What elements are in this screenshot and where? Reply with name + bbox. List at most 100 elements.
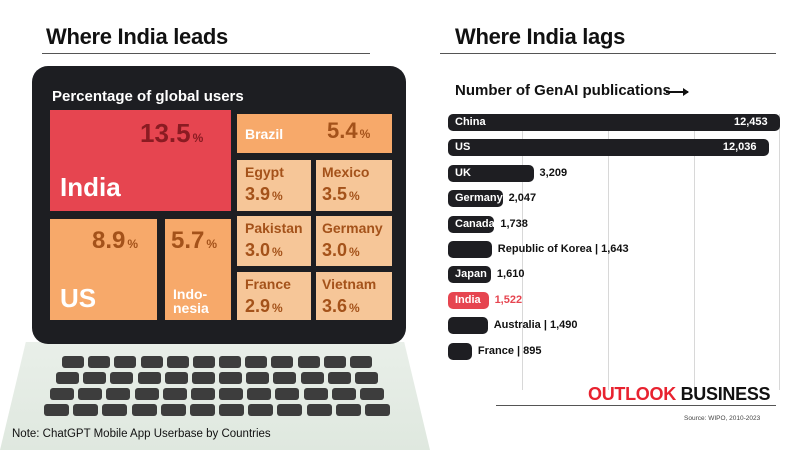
tile-label: Pakistan [245, 220, 303, 236]
bar-category-label: US [455, 141, 471, 154]
bar-value-label: 12,453 [734, 116, 768, 128]
keyboard-key [349, 356, 372, 368]
keyboard-key [297, 356, 320, 368]
keyboard-key [303, 388, 328, 400]
keyboard-key [219, 404, 245, 416]
keyboard-key [335, 404, 361, 416]
keyboard-key [160, 404, 186, 416]
treemap-tile-germany: 3.0% Germany [316, 216, 392, 266]
tile-value: 3.6% [322, 296, 360, 316]
keyboard-key [131, 404, 157, 416]
keyboard-key [166, 356, 189, 368]
bar-category-label: India [455, 293, 481, 306]
tile-label: Indo-nesia [173, 286, 209, 316]
treemap-tile-india: 13.5% India [50, 110, 231, 211]
tile-label: Egypt [245, 164, 284, 180]
keyboard-key [110, 372, 134, 384]
keyboard-key [275, 388, 300, 400]
treemap-tile-indo-nesia: 5.7% Indo-nesia [165, 219, 231, 320]
bar [448, 114, 780, 131]
keyboard-key [83, 372, 107, 384]
footnote: Note: ChatGPT Mobile App Userbase by Cou… [12, 428, 271, 440]
right-heading-rule [440, 53, 776, 54]
treemap-tile-brazil: 5.4% Brazil [237, 114, 392, 153]
gridline [608, 114, 609, 390]
bar-value-label: 1,738 [500, 217, 528, 230]
bar-value-label: 12,036 [722, 141, 757, 154]
bar-value-label: 3,209 [539, 166, 568, 179]
bar [448, 241, 492, 258]
keyboard-key [192, 356, 215, 368]
gridline [694, 114, 695, 390]
bar-category-label: China [455, 116, 486, 128]
tile-value: 13.5% [140, 118, 204, 148]
bar-value-label: 2,047 [508, 192, 537, 205]
keyboard-key [62, 356, 85, 368]
gridline [779, 114, 780, 390]
keyboard-key [323, 356, 346, 368]
tile-value: 2.9% [245, 296, 283, 316]
keyboard-key [245, 356, 268, 368]
keyboard-key [300, 372, 324, 384]
chart-subtitle: Number of GenAI publications [455, 82, 671, 99]
right-heading: Where India lags [455, 24, 626, 49]
keyboard-key [191, 372, 215, 384]
keyboard-key [306, 404, 332, 416]
keyboard-key [102, 404, 128, 416]
keyboard-key [219, 388, 244, 400]
keyboard-key [137, 372, 161, 384]
bar [448, 215, 495, 233]
treemap-tile-mexico: 3.5% Mexico [316, 160, 392, 211]
treemap-tile-us: 8.9% US [50, 219, 157, 320]
keyboard-key [162, 388, 187, 400]
tile-label: France [245, 276, 291, 292]
tile-label: US [60, 283, 97, 313]
keyboard-key [88, 356, 111, 368]
bar-category-label: Canada [455, 217, 495, 230]
treemap-tile-vietnam: 3.6% Vietnam [316, 272, 392, 320]
panel-title: Percentage of global users [52, 88, 244, 105]
keyboard-key [106, 388, 131, 400]
tile-label: India [60, 172, 121, 202]
keyboard-key [140, 356, 163, 368]
gridline [522, 114, 523, 390]
treemap-tile-egypt: 3.9% Egypt [237, 160, 311, 211]
brand-logo: OUTLOOK BUSINESS [588, 384, 771, 404]
tile-label: Vietnam [322, 276, 377, 292]
keyboard-key [359, 388, 384, 400]
treemap-tile-france: 2.9% France [237, 272, 311, 320]
brand-rule [496, 405, 776, 406]
keyboard-key [271, 356, 294, 368]
tile-value: 3.5% [322, 184, 360, 204]
bar [448, 342, 472, 360]
keyboard-key [248, 404, 274, 416]
tile-value: 3.0% [245, 240, 283, 260]
tile-value: 8.9% [92, 227, 139, 254]
left-heading: Where India leads [46, 24, 228, 49]
tile-value: 5.4% [327, 118, 371, 143]
keyboard-key [331, 388, 356, 400]
keyboard-key [56, 372, 80, 384]
bar-category-label: UK [455, 166, 471, 179]
bar [448, 266, 491, 284]
bar-value-label: Republic of Korea | 1,643 [497, 243, 629, 255]
keyboard-key [78, 388, 103, 400]
bar-value-label: 1,610 [496, 268, 525, 281]
keyboard-key [44, 404, 70, 416]
bar-category-label: Japan [455, 268, 487, 281]
tile-label: Brazil [245, 126, 284, 142]
tile-value: 3.0% [322, 240, 360, 260]
keyboard-key [189, 404, 215, 416]
keyboard-key [73, 404, 99, 416]
bar [448, 317, 488, 335]
keyboard-key [114, 356, 137, 368]
bar-category-label: Germany [455, 192, 503, 205]
keyboard-key [219, 372, 243, 384]
keyboard-key [50, 388, 75, 400]
keyboard-key [354, 372, 378, 384]
bar [448, 291, 489, 309]
treemap-tile-pakistan: 3.0% Pakistan [237, 216, 311, 266]
arrow-right-icon [666, 88, 689, 95]
keyboard-key [164, 372, 188, 384]
tile-label: Germany [322, 220, 383, 236]
